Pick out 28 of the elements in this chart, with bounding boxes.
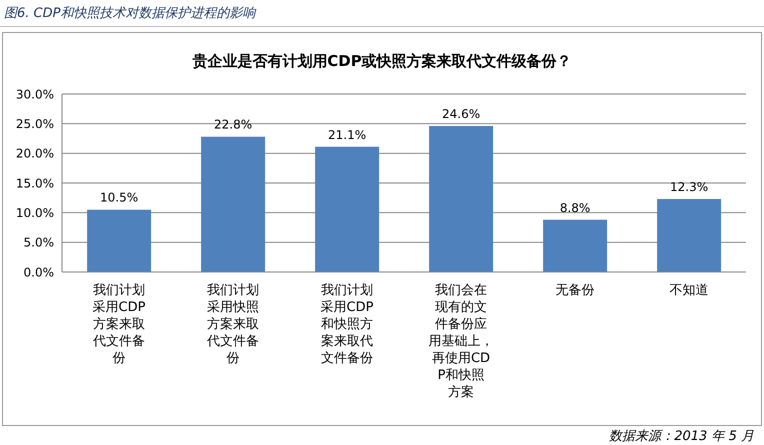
y-tick-label: 5.0% — [24, 236, 54, 250]
data-label: 12.3% — [670, 180, 708, 194]
chart-subtitle: 图6. CDP和快照技术对数据保护进程的影响 — [4, 5, 256, 22]
y-tick-label: 0.0% — [24, 265, 54, 280]
y-tick-label: 30.0% — [16, 87, 54, 102]
y-tick-label: 25.0% — [16, 116, 54, 131]
x-tick-label: 我们计划采用CDP方案来取代文件备份 — [92, 283, 146, 366]
x-tick-label: 我们会在现有的文件备份应用基础上，再使用CDP和快照方案 — [428, 283, 494, 400]
y-tick-label: 10.0% — [16, 206, 54, 220]
bar — [87, 210, 152, 272]
bar — [201, 136, 266, 272]
bar — [657, 199, 722, 272]
data-label: 22.8% — [214, 118, 252, 132]
y-tick-label: 15.0% — [16, 176, 54, 190]
data-label: 8.8% — [560, 200, 590, 215]
chart-title: 贵企业是否有计划用CDP或快照方案来取代文件级备份？ — [191, 52, 573, 71]
data-label: 24.6% — [442, 107, 480, 122]
x-tick-label: 我们计划采用快照方案来取代文件备份 — [206, 283, 259, 366]
x-tick-label: 无备份 — [556, 283, 594, 298]
x-tick-label: 我们计划采用CDP和快照方案来取代文件备份 — [320, 283, 374, 366]
y-tick-label: 20.0% — [16, 146, 54, 161]
data-label: 21.1% — [328, 128, 366, 142]
bar — [543, 220, 608, 272]
bar — [429, 126, 494, 272]
source-note: 数据来源：2013 年 5 月 — [609, 428, 754, 445]
data-label: 10.5% — [100, 190, 138, 205]
x-tick-label: 不知道 — [670, 283, 708, 298]
bar — [315, 146, 380, 272]
